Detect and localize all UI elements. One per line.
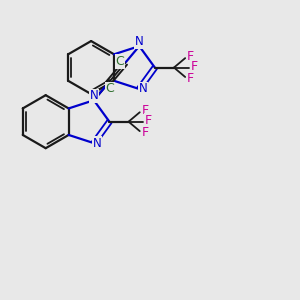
Text: F: F — [190, 60, 198, 73]
Text: N: N — [89, 89, 98, 102]
Text: N: N — [138, 82, 147, 95]
Text: N: N — [135, 35, 144, 48]
Text: F: F — [187, 72, 194, 85]
Text: N: N — [93, 136, 102, 150]
Text: C: C — [116, 55, 124, 68]
Text: C: C — [105, 82, 114, 95]
Text: F: F — [145, 114, 152, 127]
Text: F: F — [187, 50, 194, 63]
Text: F: F — [142, 126, 148, 139]
Text: F: F — [142, 104, 148, 117]
